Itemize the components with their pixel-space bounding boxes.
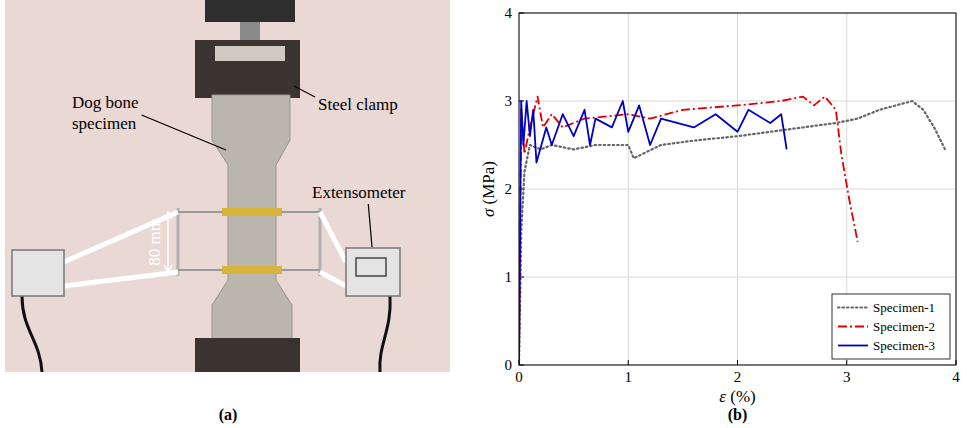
photo-panel: 80 mm Dog bone specimen Steel clamp Extensom…	[5, 0, 450, 372]
x-tick-label: 1	[625, 369, 633, 385]
y-tick-label: 3	[505, 93, 513, 109]
grid-line	[519, 189, 956, 190]
extensometer-clip	[178, 211, 222, 213]
y-tick-label: 4	[505, 5, 513, 21]
gauge-band	[222, 266, 282, 274]
series-group	[519, 97, 945, 365]
label-line: Dog bone	[72, 93, 139, 112]
extensometer-arm	[320, 272, 346, 286]
steel-clamp	[195, 40, 300, 98]
panel-label: (a)	[219, 406, 238, 424]
legend-label: Specimen-3	[873, 338, 935, 353]
x-tick	[628, 360, 629, 365]
gauge-band	[222, 208, 282, 216]
extensometer-box	[12, 250, 64, 296]
series-line	[519, 101, 787, 365]
legend-box	[832, 294, 950, 359]
gauge-arrow-head	[164, 212, 172, 272]
grid-line	[519, 277, 956, 278]
panel-label: (b)	[728, 406, 748, 424]
machine-grip	[205, 0, 295, 22]
leader-line	[294, 86, 315, 97]
chart-panel: 0123401234ε (%)σ (MPa)Specimen-1Specimen…	[479, 5, 960, 406]
extensometer-clip	[282, 269, 320, 271]
leader-line	[142, 115, 226, 150]
x-tick-label: 3	[843, 369, 851, 385]
x-tick-label: 0	[515, 369, 523, 385]
unit: (MPa)	[479, 161, 498, 209]
y-tick	[519, 13, 524, 14]
x-tick	[737, 360, 738, 365]
extensometer-arm	[320, 212, 346, 262]
legend-swatch	[838, 306, 868, 308]
legend-label: Specimen-1	[873, 300, 935, 315]
leader-line	[368, 204, 372, 247]
legend-swatch	[838, 326, 868, 328]
x-tick	[846, 360, 847, 365]
x-axis-title: ε (%)	[719, 387, 755, 406]
extensometer-label: Extensometer	[312, 183, 406, 202]
legend-label: Specimen-2	[873, 319, 935, 334]
x-tick	[956, 360, 957, 365]
gauge-arrow	[167, 212, 169, 272]
photo-background	[5, 0, 450, 372]
y-tick-label: 0	[505, 357, 513, 373]
x-tick-label: 2	[734, 369, 742, 385]
bolt	[240, 22, 260, 40]
y-tick-label: 2	[505, 181, 513, 197]
extensometer-box	[346, 248, 400, 296]
cable	[22, 296, 42, 372]
specimen-label: Dog bone specimen	[72, 93, 139, 133]
plot-frame	[519, 13, 956, 365]
series-line	[519, 97, 858, 365]
extensometer-clip	[178, 269, 222, 271]
steel-clamp	[195, 338, 300, 372]
clamp-label: Steel clamp	[318, 95, 398, 114]
extensometer-rod	[177, 208, 180, 276]
series-line	[519, 101, 945, 365]
extensometer-arm	[64, 272, 178, 286]
unit: (%)	[726, 387, 756, 406]
legend-swatch	[838, 345, 868, 347]
clamp-insert	[215, 46, 285, 61]
figure: 80 mm Dog bone specimen Steel clamp Extensom…	[0, 0, 967, 428]
x-tick-label: 4	[952, 369, 960, 385]
legend: Specimen-1 Specimen-2 Specimen-3	[832, 294, 950, 359]
cable	[380, 296, 390, 372]
dog-bone-specimen	[212, 95, 292, 345]
gauge-label: 80 mm	[145, 218, 164, 266]
logo	[356, 258, 386, 276]
label-line: specimen	[72, 114, 137, 133]
extensometer-clip	[282, 211, 320, 213]
y-axis-title: σ (MPa)	[479, 161, 498, 217]
grid-line	[519, 101, 956, 102]
y-tick-label: 1	[505, 269, 513, 285]
